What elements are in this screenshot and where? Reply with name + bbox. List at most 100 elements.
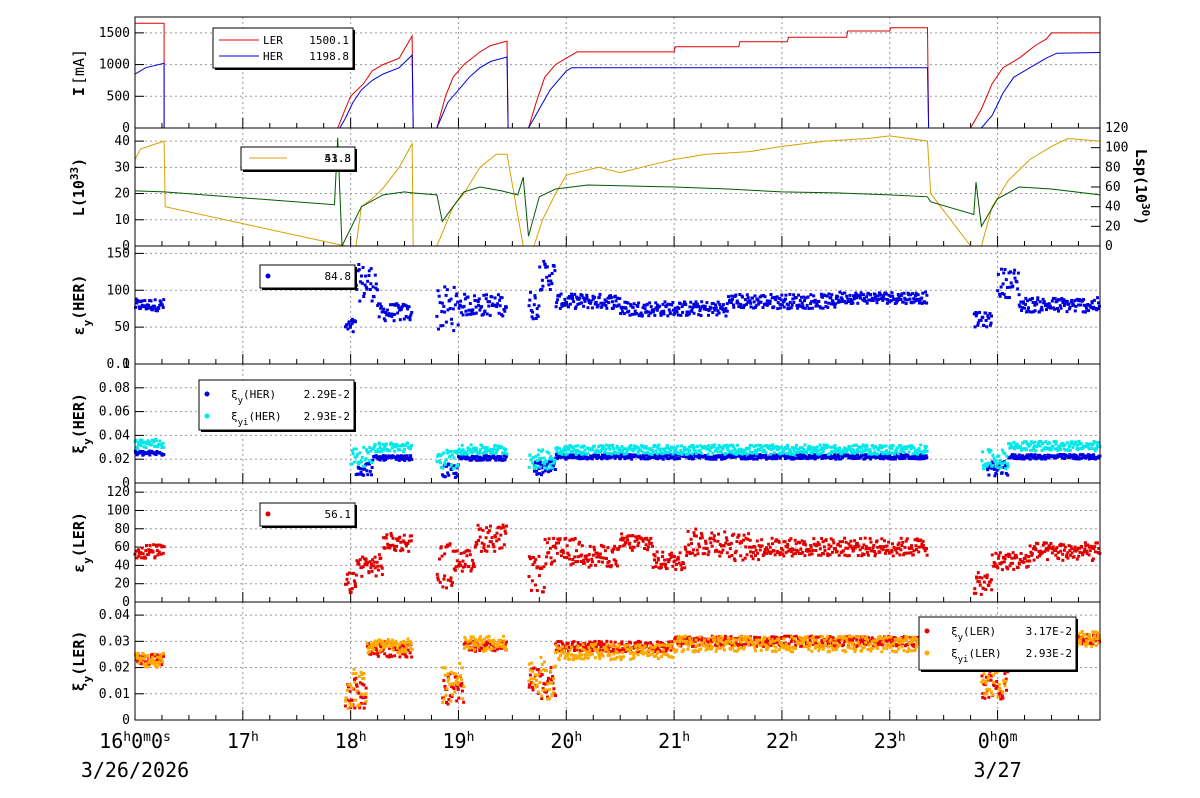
data-point (842, 643, 845, 647)
data-point (378, 446, 382, 449)
data-point (1007, 555, 1011, 558)
data-point (900, 292, 904, 296)
data-point (549, 666, 553, 670)
data-point (408, 315, 412, 319)
data-point (1093, 550, 1097, 554)
data-point (874, 445, 878, 448)
data-point (1054, 553, 1058, 557)
data-point (821, 306, 825, 310)
data-point (882, 297, 886, 301)
data-point (976, 571, 980, 575)
data-point (604, 304, 608, 307)
data-point (365, 287, 369, 291)
data-point (712, 306, 716, 310)
data-point (1028, 453, 1031, 457)
data-point (585, 446, 589, 450)
data-point (883, 544, 887, 548)
data-point (987, 316, 991, 320)
data-point (729, 635, 733, 639)
data-point (399, 644, 403, 648)
data-point (162, 298, 166, 302)
data-point (392, 319, 396, 323)
data-point (1095, 308, 1099, 312)
data-point (653, 313, 657, 317)
data-point (439, 324, 443, 328)
data-point (371, 458, 375, 462)
data-point (876, 545, 880, 549)
data-point (478, 535, 482, 539)
data-point (536, 315, 540, 318)
data-point (361, 565, 365, 569)
data-point (582, 444, 586, 448)
data-point (721, 303, 725, 307)
data-point (711, 451, 715, 455)
data-point (566, 641, 570, 645)
data-point (575, 295, 579, 299)
data-point (580, 294, 584, 297)
data-point (463, 564, 467, 568)
data-point (645, 537, 649, 541)
data-point (473, 545, 477, 549)
data-point (784, 297, 787, 301)
data-point (850, 451, 854, 455)
data-point (571, 558, 575, 561)
data-point (619, 305, 623, 309)
data-point (749, 301, 753, 305)
data-point (362, 557, 366, 561)
data-point (1070, 455, 1074, 459)
data-point (783, 453, 787, 457)
data-point (152, 440, 156, 444)
data-point (590, 646, 593, 650)
data-point (685, 550, 689, 554)
data-point (1038, 300, 1042, 304)
data-point (694, 534, 698, 538)
data-point (793, 538, 797, 542)
data-point (895, 547, 899, 550)
data-point (1013, 556, 1017, 560)
data-point (1058, 298, 1062, 302)
data-point (495, 531, 499, 535)
data-point (863, 449, 867, 453)
data-point (602, 303, 606, 307)
data-point (750, 456, 754, 460)
data-point (844, 448, 848, 451)
data-point (555, 457, 559, 461)
data-point (638, 455, 642, 459)
data-point (390, 655, 394, 658)
data-point (613, 640, 617, 644)
data-point (1022, 440, 1026, 444)
legend-marker (204, 391, 210, 397)
data-point (619, 538, 623, 542)
data-point (976, 323, 980, 327)
data-point (1083, 303, 1086, 307)
data-point (862, 543, 866, 547)
data-point (557, 541, 561, 545)
data-point (861, 449, 865, 453)
data-point (450, 583, 454, 587)
data-point (1017, 562, 1021, 566)
data-point (565, 301, 568, 305)
data-point (1011, 284, 1015, 288)
data-point (794, 443, 798, 447)
data-point (372, 445, 376, 449)
data-point (794, 634, 798, 638)
data-point (809, 545, 813, 549)
data-point (912, 446, 916, 450)
data-point (1019, 300, 1023, 304)
data-point (499, 533, 503, 537)
data-point (1004, 278, 1008, 282)
y-tick-label: 500 (107, 89, 130, 104)
data-point (404, 443, 408, 447)
data-point (355, 684, 359, 688)
data-point (895, 297, 899, 301)
data-point (609, 564, 613, 568)
y-tick-label: 40 (114, 558, 130, 573)
data-point (851, 444, 855, 448)
data-point (535, 459, 539, 463)
data-point (1077, 554, 1081, 558)
data-point (593, 295, 597, 299)
data-point (598, 648, 602, 652)
data-point (686, 636, 690, 640)
data-point (157, 306, 161, 310)
